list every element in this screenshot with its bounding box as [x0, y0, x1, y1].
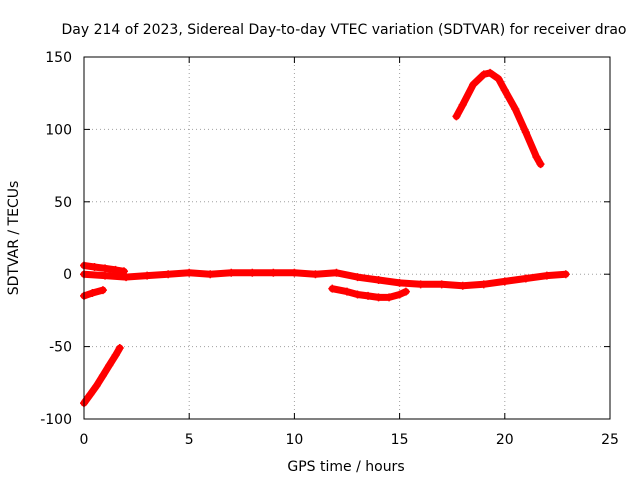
data-point [521, 274, 530, 283]
data-point [532, 152, 541, 161]
data-point [353, 273, 362, 282]
data-point [311, 270, 320, 279]
y-tick-label: -100 [40, 412, 72, 428]
data-point [248, 268, 257, 277]
x-tick-label: 15 [391, 432, 409, 448]
x-tick-label: 10 [285, 432, 303, 448]
data-point [521, 128, 530, 137]
data-point [500, 277, 509, 286]
data-point [479, 70, 488, 79]
data-point [206, 270, 215, 279]
data-point [343, 287, 351, 296]
data-point [500, 86, 509, 95]
data-point [227, 268, 236, 277]
data-point [290, 268, 299, 277]
x-tick-label: 5 [185, 432, 194, 448]
series-dip [328, 284, 410, 302]
data-point [374, 293, 383, 302]
series-line [80, 269, 570, 290]
y-axis-label: SDTVAR / TECUs [6, 181, 22, 296]
y-tick-label: 0 [63, 267, 72, 283]
data-point [469, 80, 478, 89]
y-tick-label: 100 [45, 122, 72, 138]
data-point [385, 293, 394, 302]
x-tick-label: 25 [601, 432, 619, 448]
data-point [416, 280, 425, 289]
grid [84, 57, 610, 419]
series-rise-from-low [80, 344, 124, 408]
data-point [101, 271, 110, 280]
data-point [332, 268, 341, 277]
data-point [143, 271, 152, 280]
data-point [479, 280, 488, 289]
data-point [536, 160, 545, 169]
data-point [364, 291, 373, 300]
data-point [101, 264, 110, 273]
data-point [494, 74, 503, 83]
y-tick-label: 50 [54, 195, 72, 211]
data-point [561, 270, 570, 279]
data-point [90, 262, 99, 271]
data-point [437, 280, 446, 289]
data-point [88, 289, 97, 298]
data-point [353, 290, 362, 299]
series-layer [80, 68, 570, 408]
series-arc-high [452, 68, 545, 169]
plot-frame [83, 56, 611, 420]
series-band-main [80, 268, 570, 290]
data-point [111, 265, 120, 274]
data-point [458, 281, 467, 290]
x-tick-label: 0 [80, 432, 89, 448]
data-point [122, 273, 131, 282]
data-point [542, 271, 551, 280]
data-point [269, 268, 278, 277]
series-line [452, 69, 545, 168]
y-tick-label: -50 [49, 340, 72, 356]
x-tick-label: 20 [496, 432, 514, 448]
data-point [111, 351, 120, 360]
data-point [374, 275, 383, 284]
data-point [185, 268, 194, 277]
data-point [115, 344, 124, 353]
data-point [164, 270, 173, 279]
chart-title: Day 214 of 2023, Sidereal Day-to-day VTE… [61, 22, 626, 38]
data-point [98, 371, 107, 380]
data-point [395, 290, 404, 299]
data-point [452, 112, 461, 121]
data-point [511, 105, 520, 114]
data-point [98, 286, 107, 295]
data-point [328, 284, 337, 293]
data-point [401, 287, 410, 296]
data-point [86, 390, 95, 399]
data-point [458, 100, 467, 109]
x-axis-label: GPS time / hours [287, 459, 404, 475]
y-tick-label: 150 [45, 50, 72, 66]
data-point [92, 381, 101, 390]
data-point [395, 278, 404, 287]
axis-ticks: 0 5 10 15 20 25 -100 -50 0 50 100 150 [40, 50, 619, 448]
data-point [105, 361, 114, 370]
data-point [486, 68, 495, 77]
